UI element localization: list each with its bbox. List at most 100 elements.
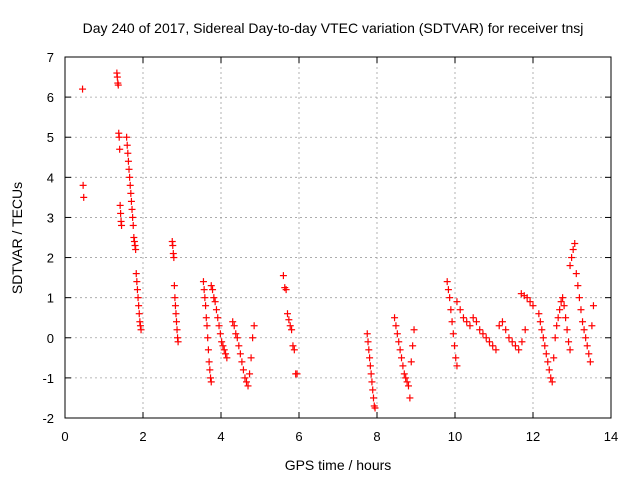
y-tick-label: 5 <box>47 130 54 145</box>
data-point <box>214 314 222 322</box>
data-point <box>364 338 372 346</box>
data-point <box>115 133 123 141</box>
plot-frame <box>64 56 612 419</box>
data-point <box>511 342 519 350</box>
data-point <box>456 306 464 314</box>
data-point <box>526 298 534 306</box>
data-point <box>553 322 561 330</box>
data-point <box>402 374 410 382</box>
data-point <box>367 370 375 378</box>
data-point <box>218 338 226 346</box>
y-axis-title: SDTVAR / TECUs <box>9 182 25 294</box>
data-point <box>174 338 182 346</box>
data-point <box>170 282 178 290</box>
data-point <box>368 378 376 386</box>
data-point <box>542 350 550 358</box>
data-point <box>495 322 503 330</box>
data-point <box>239 366 247 374</box>
data-point <box>404 382 412 390</box>
data-point <box>126 181 134 189</box>
data-point <box>285 316 293 324</box>
data-point <box>171 294 179 302</box>
y-tick-label: 2 <box>47 251 54 266</box>
data-point <box>557 298 565 306</box>
data-point <box>521 326 529 334</box>
data-point <box>118 221 126 229</box>
data-point <box>207 282 215 290</box>
data-point <box>579 318 587 326</box>
data-point <box>249 334 257 342</box>
data-point <box>583 342 591 350</box>
data-point <box>559 294 567 302</box>
y-tick-label: -2 <box>42 411 54 426</box>
data-point <box>407 358 415 366</box>
data-point <box>523 294 531 302</box>
data-point <box>482 334 490 342</box>
data-point <box>123 133 131 141</box>
data-point <box>586 358 594 366</box>
data-point <box>289 342 297 350</box>
data-point <box>463 318 471 326</box>
data-point <box>236 350 244 358</box>
data-point <box>547 374 555 382</box>
data-point <box>562 314 570 322</box>
data-point <box>113 73 121 81</box>
data-point <box>241 374 249 382</box>
data-point <box>129 221 137 229</box>
data-point <box>538 326 546 334</box>
data-point <box>130 234 138 241</box>
data-point <box>220 346 228 354</box>
data-point <box>124 149 132 157</box>
data-point <box>566 262 574 270</box>
data-point <box>518 338 526 346</box>
data-point <box>127 197 135 205</box>
data-point <box>80 193 88 201</box>
data-point <box>242 378 250 386</box>
data-point <box>136 318 144 326</box>
data-point <box>173 318 181 326</box>
data-point <box>399 362 407 370</box>
data-point <box>453 362 461 370</box>
x-axis-title: GPS time / hours <box>285 457 392 473</box>
data-point <box>133 286 141 294</box>
data-point <box>131 242 139 250</box>
data-point <box>574 282 582 290</box>
y-tick-label: 0 <box>47 331 54 346</box>
data-point <box>282 286 290 294</box>
y-tick-label: 4 <box>47 170 54 185</box>
data-point <box>135 302 143 310</box>
data-point <box>283 310 291 318</box>
data-point <box>448 318 456 326</box>
data-point <box>544 358 552 366</box>
data-point <box>566 346 574 354</box>
data-point <box>565 338 573 346</box>
data-point <box>371 404 379 412</box>
data-point <box>536 318 544 326</box>
data-point <box>124 157 132 165</box>
data-point <box>508 338 516 346</box>
data-point <box>447 306 455 314</box>
data-point <box>515 346 523 354</box>
data-point <box>392 322 400 330</box>
data-point <box>363 330 371 338</box>
data-point <box>366 354 374 362</box>
data-point <box>582 334 590 342</box>
data-point <box>209 286 217 294</box>
data-point <box>479 330 487 338</box>
y-tick-label: 6 <box>47 90 54 105</box>
data-point <box>369 386 377 394</box>
data-point <box>548 378 556 386</box>
x-tick-label: 8 <box>373 429 380 444</box>
data-point <box>123 141 131 149</box>
data-point <box>560 302 568 310</box>
data-point <box>206 366 214 374</box>
data-point <box>211 298 219 306</box>
data-point <box>129 213 137 221</box>
data-point <box>554 314 562 322</box>
data-point <box>572 270 580 278</box>
x-tick-label: 6 <box>295 429 302 444</box>
data-point <box>244 382 252 390</box>
data-point <box>233 334 241 342</box>
data-point <box>204 334 212 342</box>
